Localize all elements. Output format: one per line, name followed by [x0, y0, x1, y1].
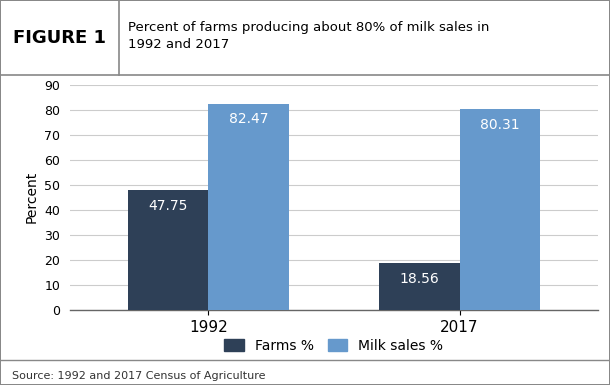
Text: 82.47: 82.47 [229, 112, 268, 126]
Text: 18.56: 18.56 [400, 272, 439, 286]
Bar [459, 109, 540, 310]
Bar [379, 263, 459, 310]
Text: Percent of farms producing about 80% of milk sales in
1992 and 2017: Percent of farms producing about 80% of … [128, 21, 489, 51]
Text: FIGURE 1: FIGURE 1 [13, 28, 106, 47]
Bar [128, 191, 209, 310]
Text: 80.31: 80.31 [480, 118, 520, 132]
Legend: Farms %, Milk sales %: Farms %, Milk sales % [224, 338, 443, 353]
Bar [209, 104, 289, 310]
Text: 47.75: 47.75 [148, 199, 188, 213]
Text: Source: 1992 and 2017 Census of Agriculture: Source: 1992 and 2017 Census of Agricult… [12, 371, 266, 381]
Y-axis label: Percent: Percent [25, 171, 39, 223]
